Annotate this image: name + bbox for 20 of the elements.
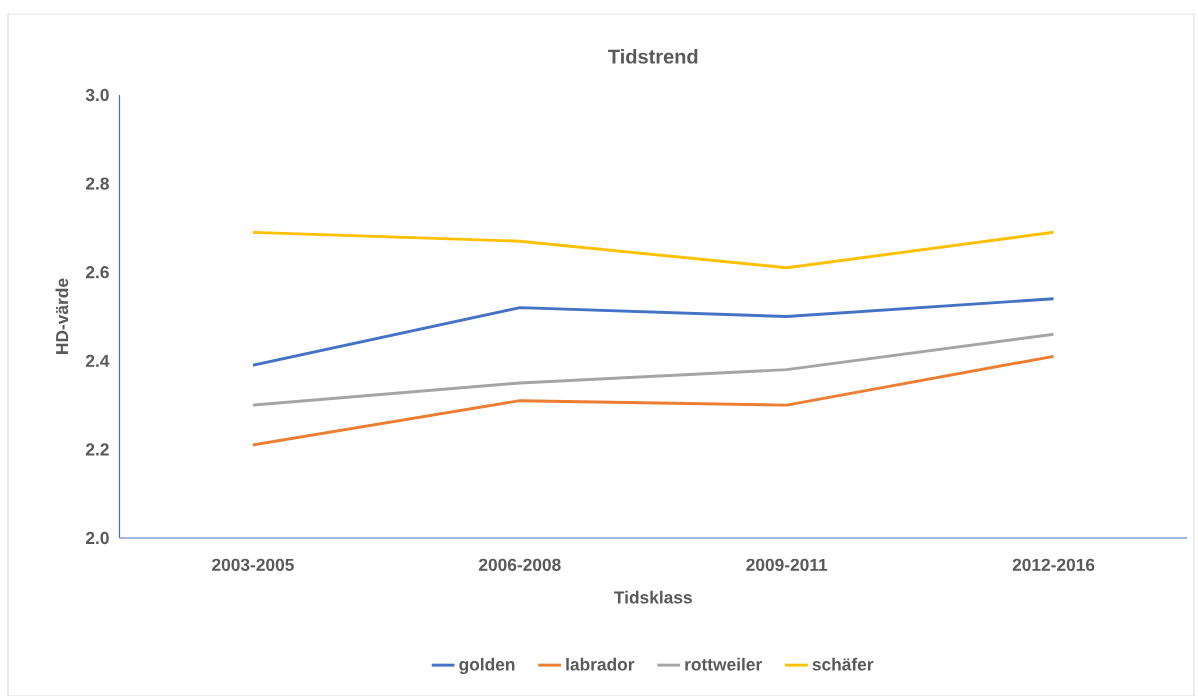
y-tick-label: 3.0 [85, 88, 109, 102]
y-tick-label: 2.8 [85, 177, 109, 190]
x-axis-title: Tidsklass [614, 590, 692, 604]
legend-label: labrador [566, 657, 635, 671]
y-tick-label: 2.0 [85, 531, 109, 545]
legend-label: golden [459, 657, 515, 675]
y-tick-label: 2.6 [85, 266, 109, 279]
x-tick-label: 2009-2011 [746, 558, 828, 571]
line-series [251, 354, 1056, 447]
legend-label: rottweiler [685, 657, 762, 671]
legend-label: schäfer [812, 657, 874, 671]
x-tick-label: 2006-2008 [478, 558, 561, 571]
line-series [251, 332, 1056, 407]
y-axis-title: HD-värde [55, 278, 69, 354]
x-tick-label: 2012-2016 [1012, 558, 1095, 571]
x-tick-label: 2003-2005 [212, 558, 294, 571]
y-tick-label: 2.4 [85, 354, 110, 367]
line-series [251, 297, 1056, 367]
y-tick-label: 2.2 [85, 443, 109, 456]
chart-title: Tidstrend [608, 48, 698, 64]
